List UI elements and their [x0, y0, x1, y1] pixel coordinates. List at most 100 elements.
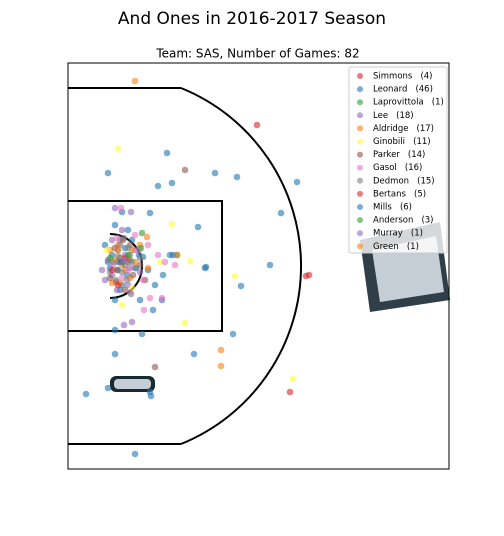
shot-point: [113, 266, 121, 274]
shot-point: [136, 261, 144, 269]
shot-point: [124, 226, 132, 234]
shot-point: [144, 241, 152, 249]
legend-label: Anderson (3): [373, 216, 433, 226]
legend-marker: [357, 86, 363, 93]
shot-point: [106, 254, 114, 262]
legend-marker: [357, 138, 363, 145]
shot-point: [127, 290, 135, 298]
legend-marker: [357, 243, 363, 250]
shot-point: [201, 264, 209, 272]
shot-point: [144, 264, 152, 272]
shot-point: [101, 241, 109, 249]
legend-label: Mills (6): [373, 203, 412, 213]
shot-point: [118, 226, 126, 234]
shot-point: [128, 236, 136, 244]
shot-point: [114, 281, 122, 289]
shot-point: [111, 204, 119, 212]
legend-label: Laprovittola (1): [373, 98, 444, 108]
shot-point: [149, 306, 157, 314]
legend-marker: [357, 230, 363, 237]
legend-label: Lee (18): [373, 111, 414, 121]
shot-point: [136, 268, 144, 276]
shot-point: [114, 252, 122, 260]
legend: Simmons (4) Leonard (46) Laprovittola (1) L…: [348, 66, 448, 254]
legend-label: Dedmon (15): [373, 176, 435, 186]
shot-point: [151, 363, 159, 371]
legend-marker: [357, 112, 363, 119]
shot-point: [159, 271, 167, 279]
shot-point: [168, 179, 176, 187]
shot-point: [131, 231, 139, 239]
shot-point: [302, 272, 310, 280]
legend-marker: [357, 125, 363, 132]
shot-point: [121, 286, 129, 294]
chart-subtitle: Team: SAS, Number of Games: 82: [155, 47, 359, 61]
legend-label: Gasol (16): [373, 163, 422, 173]
shot-point: [117, 204, 125, 212]
legend-box: [348, 66, 448, 254]
legend-marker: [357, 151, 363, 158]
shot-point: [158, 294, 166, 302]
shot-point: [118, 268, 126, 276]
legend-label: Green (1): [373, 242, 419, 252]
shot-point: [151, 281, 159, 289]
shot-point: [146, 388, 154, 396]
legend-label: Simmons (4): [373, 72, 432, 82]
shot-point: [166, 251, 174, 259]
shot-point: [136, 254, 144, 262]
points: [82, 77, 313, 458]
shot-point: [194, 223, 202, 231]
shot-point: [101, 276, 109, 284]
shot-point: [138, 330, 146, 338]
shot-point: [156, 258, 164, 266]
shot-point: [139, 276, 147, 284]
shot-point: [286, 388, 294, 396]
shot-point: [124, 251, 132, 259]
shot-point: [112, 276, 120, 284]
shot-point: [186, 257, 194, 265]
shot-point: [111, 221, 119, 229]
shot-point: [120, 321, 128, 329]
shot-point: [113, 234, 121, 242]
shot-point: [127, 208, 135, 216]
legend-label: Aldridge (17): [373, 124, 434, 134]
court: [68, 87, 303, 445]
legend-label: Ginobili (11): [373, 137, 431, 147]
shot-point: [171, 261, 179, 269]
shot-point: [289, 375, 297, 383]
lane: [68, 200, 223, 332]
shot-point: [277, 209, 285, 217]
shot-point: [217, 362, 225, 370]
shot-point: [266, 261, 274, 269]
shot-point: [231, 272, 239, 280]
legend-label: Murray (1): [373, 229, 423, 239]
shot-point: [146, 294, 154, 302]
shot-point: [128, 258, 136, 266]
shot-point: [237, 282, 245, 290]
plot-frame: [67, 62, 450, 470]
shot-point: [111, 326, 119, 334]
legend-label: Bertans (5): [373, 189, 426, 199]
shot-point: [229, 330, 237, 338]
shot-point: [154, 182, 162, 190]
shot-point: [118, 274, 126, 282]
shot-point: [190, 350, 198, 358]
shot-point: [114, 145, 122, 153]
shot-point: [129, 271, 137, 279]
shot-point: [108, 236, 116, 244]
shot-point: [140, 306, 148, 314]
legend-label: Parker (14): [373, 150, 425, 160]
shot-point: [138, 229, 146, 237]
legend-marker: [357, 217, 363, 224]
legend-marker: [357, 177, 363, 184]
legend-marker: [357, 164, 363, 171]
shot-point: [163, 149, 171, 157]
shot-point: [131, 264, 139, 272]
shot-point: [121, 256, 129, 264]
shot-point: [168, 220, 176, 228]
shot-point: [120, 234, 128, 242]
shot-point: [233, 173, 241, 181]
shot-point: [106, 274, 114, 282]
shot-point: [113, 286, 121, 294]
shot-point: [124, 266, 132, 274]
